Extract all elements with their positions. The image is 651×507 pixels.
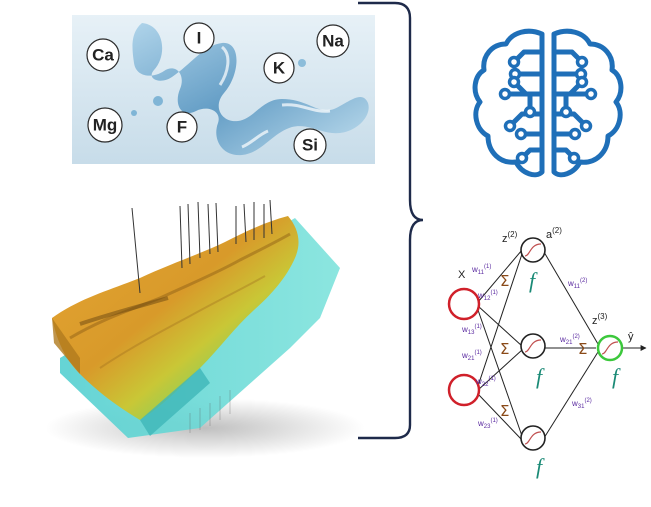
curly-brace <box>358 1 424 440</box>
weight-w12-1: w12(1) <box>477 290 498 302</box>
hidden-node-2 <box>520 333 546 359</box>
activation-label-3: f <box>536 454 545 479</box>
z3-label: z(3) <box>592 312 608 327</box>
neural-network-diagram: X Σ Σ Σ Σ f f f f z(2) a(2) z(3) ŷ w11(1… <box>447 226 647 479</box>
weight-w31-2: w31(2) <box>571 398 592 410</box>
weight-w11-2: w11(2) <box>567 278 587 290</box>
activation-label-out: f <box>612 364 621 389</box>
sum-symbol-3: Σ <box>500 402 509 420</box>
water-droplet <box>131 110 137 116</box>
terrain-base-ticks <box>189 390 231 433</box>
a2-label: a(2) <box>546 226 562 241</box>
activation-label-2: f <box>536 364 545 389</box>
svg-text:Si: Si <box>302 136 318 155</box>
terrain-channel <box>79 296 169 326</box>
terrain-ridge <box>69 232 291 340</box>
terrain-surface-image <box>45 199 365 458</box>
terrain-front-face <box>140 368 210 436</box>
element-bubble-f: F <box>166 111 198 143</box>
weight-w21-1: w21(1) <box>461 350 482 362</box>
element-bubble-k: K <box>263 52 295 84</box>
weight-w11-1: w11(1) <box>471 264 491 276</box>
weight-w13-1: w13(1) <box>461 324 482 336</box>
output-label: ŷ <box>628 331 634 343</box>
element-bubble-na: Na <box>316 24 350 58</box>
hidden-node-3 <box>520 425 546 451</box>
element-bubble-i: I <box>183 22 215 54</box>
water-droplet <box>153 96 163 106</box>
input-label: X <box>458 269 466 281</box>
svg-text:K: K <box>273 59 286 78</box>
hidden-node-1 <box>520 237 546 263</box>
well-lines <box>131 199 273 294</box>
z2-label: z(2) <box>502 230 518 245</box>
terrain-surface <box>52 216 299 420</box>
svg-text:Mg: Mg <box>93 116 118 135</box>
svg-text:Na: Na <box>322 32 344 51</box>
weight-w23-1: w23(1) <box>477 418 498 430</box>
output-node <box>596 334 624 362</box>
water-splash-highlight <box>218 45 331 149</box>
water-splash <box>132 23 369 156</box>
sum-symbol-1: Σ <box>500 272 509 290</box>
element-bubble-mg: Mg <box>87 107 123 143</box>
input-node-1 <box>447 287 481 321</box>
weight-w21-2: w21(2) <box>559 334 580 346</box>
svg-text:I: I <box>197 29 202 48</box>
svg-text:F: F <box>177 118 187 137</box>
sum-symbol-2: Σ <box>500 340 509 358</box>
activation-label-1: f <box>529 268 538 293</box>
svg-text:Ca: Ca <box>92 46 114 65</box>
water-elements-image: Ca I K Na Mg F Si <box>72 15 375 164</box>
brain-circuit-icon <box>472 28 624 178</box>
sum-symbol-out: Σ <box>578 340 587 358</box>
water-droplet <box>298 59 306 67</box>
input-node-2 <box>447 373 481 407</box>
element-bubble-ca: Ca <box>86 38 120 72</box>
terrain-left-face <box>52 318 80 374</box>
terrain-ridge <box>99 275 266 369</box>
weight-w22-1: w22(1) <box>475 376 496 388</box>
element-bubble-si: Si <box>293 128 327 162</box>
network-connections <box>477 249 647 441</box>
